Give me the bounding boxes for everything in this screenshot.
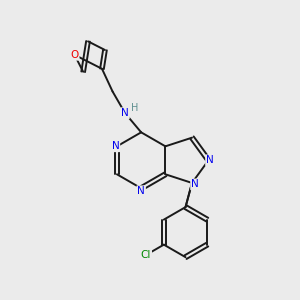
Text: N: N <box>121 108 129 118</box>
Text: N: N <box>191 179 199 189</box>
Text: O: O <box>70 50 79 60</box>
Text: N: N <box>206 155 214 165</box>
Text: H: H <box>131 103 138 113</box>
Text: N: N <box>112 141 119 151</box>
Text: N: N <box>137 186 145 196</box>
Text: Cl: Cl <box>141 250 151 260</box>
